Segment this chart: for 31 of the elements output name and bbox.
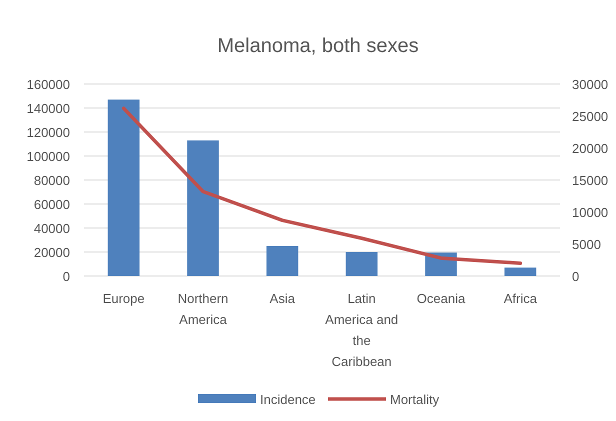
y-tick-label: 80000 bbox=[34, 173, 70, 188]
x-tick-label: Oceania bbox=[416, 291, 466, 306]
y2-tick-label: 30000 bbox=[572, 77, 608, 92]
y-tick-label: 120000 bbox=[26, 125, 70, 140]
x-tick-label: Latin America and the Caribbean bbox=[325, 291, 398, 369]
chart-title: Melanoma, both sexes bbox=[217, 35, 419, 57]
y2-tick-label: 0 bbox=[572, 269, 580, 284]
y-tick-label: 40000 bbox=[34, 221, 70, 236]
y-tick-label: 100000 bbox=[26, 149, 70, 164]
x-tick-label: Europe bbox=[102, 291, 145, 306]
bar bbox=[504, 268, 536, 276]
y-tick-label: 20000 bbox=[34, 245, 70, 260]
y2-tick-label: 25000 bbox=[572, 109, 608, 124]
line-series bbox=[122, 106, 522, 265]
y-tick-label: 140000 bbox=[26, 101, 70, 116]
legend-label: Mortality bbox=[390, 392, 440, 407]
bar bbox=[266, 246, 298, 276]
bar bbox=[187, 140, 219, 276]
bar bbox=[346, 252, 378, 276]
y-tick-label: 160000 bbox=[26, 77, 70, 92]
x-tick-label: Africa bbox=[504, 291, 538, 306]
y-tick-label: 60000 bbox=[34, 197, 70, 212]
y2-tick-label: 20000 bbox=[572, 141, 608, 156]
bar bbox=[108, 100, 140, 276]
y2-tick-label: 15000 bbox=[572, 173, 608, 188]
y2-tick-label: 5000 bbox=[572, 237, 601, 252]
y2-tick-label: 10000 bbox=[572, 205, 608, 220]
y-tick-label: 0 bbox=[62, 269, 70, 284]
x-tick-label: Northern America bbox=[178, 291, 228, 327]
x-tick-label: Asia bbox=[270, 291, 296, 306]
legend-label: Incidence bbox=[260, 392, 316, 407]
